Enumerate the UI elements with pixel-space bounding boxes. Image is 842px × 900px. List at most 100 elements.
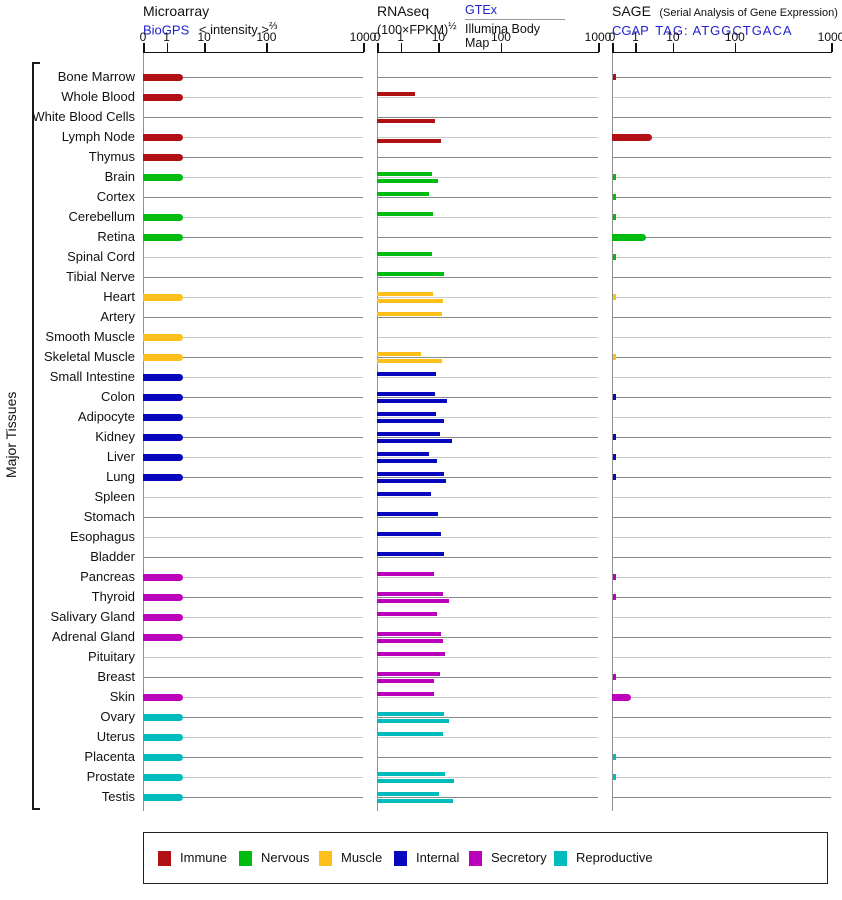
row-gridline (613, 217, 831, 218)
bar-rnaseq-gtex (377, 351, 422, 356)
gtex-link[interactable]: GTEx (465, 3, 565, 20)
bar-rnaseq-illumina (377, 479, 446, 483)
row-gridline (378, 177, 598, 178)
sage-zero-tick (613, 394, 616, 400)
sage-zero-tick (613, 454, 616, 460)
row-gridline (144, 557, 363, 558)
axis-tick-label: 0 (139, 30, 147, 44)
tissue-label: Lymph Node (61, 129, 135, 144)
bar-microarray (143, 573, 183, 581)
sage-zero-tick (613, 574, 616, 580)
row-gridline (613, 337, 831, 338)
bar-rnaseq-gtex (377, 491, 432, 496)
row-gridline (144, 777, 363, 778)
rnaseq-title: RNAseq (377, 3, 430, 19)
biogps-link[interactable]: BioGPS (143, 22, 190, 38)
tissue-label: Uterus (96, 729, 135, 744)
row-gridline (144, 157, 363, 158)
row-gridline (378, 257, 598, 258)
row-gridline (378, 777, 598, 778)
axis-tick (438, 43, 440, 52)
legend-item: Immune (158, 850, 227, 866)
row-gridline (613, 677, 831, 678)
axis-tick-label: 1 (632, 30, 639, 44)
bar-rnaseq-gtex (377, 91, 415, 96)
bar-rnaseq-gtex (377, 651, 446, 656)
tissue-label: Skin (109, 689, 135, 704)
row-gridline (378, 757, 598, 758)
axis-tick-label: 100 (490, 30, 511, 44)
row-gridline (144, 197, 363, 198)
legend-item: Internal (394, 850, 459, 866)
bar-microarray (143, 453, 183, 461)
legend-item: Secretory (469, 850, 547, 866)
row-gridline (613, 617, 831, 618)
row-gridline (144, 257, 363, 258)
row-gridline (144, 757, 363, 758)
bar-microarray (143, 153, 183, 161)
row-gridline (144, 217, 363, 218)
bar-rnaseq-gtex (377, 451, 429, 456)
sage-zero-tick (613, 214, 616, 220)
row-gridline (144, 517, 363, 518)
tissue-label: Pancreas (80, 569, 135, 584)
bar-rnaseq-illumina (377, 679, 435, 683)
bar-rnaseq-gtex (377, 571, 435, 576)
legend-swatch (554, 850, 567, 866)
bar-microarray (143, 633, 183, 641)
row-gridline (144, 617, 363, 618)
row-gridline (378, 117, 598, 118)
row-gridline (613, 657, 831, 658)
row-gridline (613, 257, 831, 258)
tissue-label: Thyroid (91, 589, 135, 604)
bar-rnaseq-gtex (377, 191, 429, 196)
bar-rnaseq-gtex (377, 411, 437, 416)
cgap-link[interactable]: CGAP (612, 23, 649, 38)
tissue-label: Pituitary (88, 649, 135, 664)
bar-microarray (143, 293, 183, 301)
row-gridline (144, 797, 363, 798)
axis-tick (598, 43, 600, 52)
axis-line-rnaseq (377, 51, 599, 53)
bar-rnaseq-illumina (377, 179, 438, 183)
illumina-body-map-label: Illumina Body Map (465, 22, 541, 50)
row-gridline (378, 697, 598, 698)
axis-tick-label: 0 (608, 30, 616, 44)
row-gridline (144, 497, 363, 498)
row-gridline (144, 237, 363, 238)
row-gridline (144, 97, 363, 98)
row-gridline (613, 637, 831, 638)
row-gridline (378, 297, 598, 298)
tissue-label: Small Intestine (49, 369, 135, 384)
row-gridline (613, 397, 831, 398)
bar-microarray (143, 733, 183, 741)
bar-microarray (143, 753, 183, 761)
bar-rnaseq-illumina (377, 799, 453, 803)
row-gridline (378, 597, 598, 598)
sage-note: (Serial Analysis of Gene Expression) (659, 7, 838, 19)
sage-zero-tick (613, 474, 616, 480)
row-gridline (144, 677, 363, 678)
tissue-label: Esophagus (69, 529, 135, 544)
row-gridline (613, 697, 831, 698)
bar-rnaseq-gtex (377, 511, 438, 516)
legend-item: Muscle (319, 850, 382, 866)
bar-microarray (143, 593, 183, 601)
tissue-label: Placenta (84, 749, 135, 764)
legend-swatch (394, 850, 407, 866)
bar-microarray (143, 353, 183, 361)
bar-rnaseq-illumina (377, 419, 445, 423)
bar-microarray (143, 613, 183, 621)
sage-zero-tick (613, 194, 616, 200)
row-gridline (613, 737, 831, 738)
row-gridline (613, 557, 831, 558)
legend-label: Secretory (491, 850, 547, 865)
row-gridline (378, 637, 598, 638)
bar-microarray (143, 233, 183, 241)
bar-rnaseq-gtex (377, 791, 440, 796)
major-tissues-bracket-top-arm (32, 62, 40, 64)
legend-swatch (469, 850, 482, 866)
row-gridline (378, 497, 598, 498)
axis-tick (266, 43, 268, 52)
row-gridline (144, 637, 363, 638)
